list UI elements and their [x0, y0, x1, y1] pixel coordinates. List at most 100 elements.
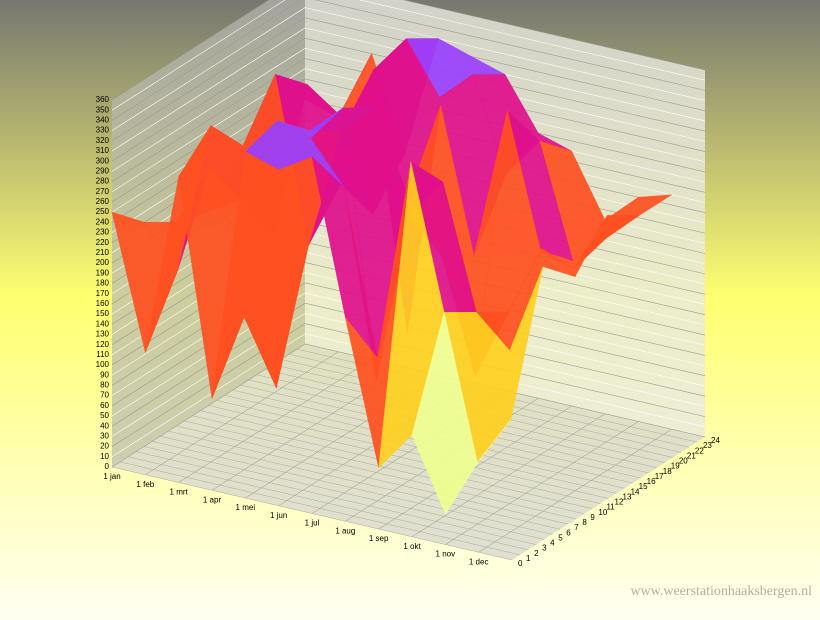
hour-tick-label: 2: [534, 549, 539, 558]
y-tick-label: 40: [100, 421, 109, 430]
y-tick-label: 230: [96, 228, 110, 237]
y-tick-label: 180: [96, 279, 110, 288]
y-tick-label: 50: [100, 411, 109, 420]
y-tick-label: 290: [96, 166, 110, 175]
grid-line: [111, 7, 706, 131]
y-tick-label: 110: [96, 350, 109, 359]
y-tick-label: 200: [96, 258, 110, 267]
hour-tick-label: 14: [631, 487, 640, 496]
hour-tick-label: 24: [711, 436, 720, 445]
grid-line: [111, 272, 706, 396]
hour-tick-label: 16: [647, 477, 656, 486]
y-tick-label: 120: [96, 340, 110, 349]
x-tick-label: 1 jul: [305, 519, 320, 528]
x-tick-label: 1 dec: [469, 557, 489, 566]
grid-line: [111, 292, 706, 417]
hour-tick-label: 7: [574, 523, 579, 532]
hour-tick-label: 12: [615, 498, 624, 507]
grid-line: [111, 48, 706, 172]
x-tick-label: 1 nov: [436, 550, 456, 559]
grid-line: [111, 0, 706, 111]
y-tick-label: 300: [96, 156, 110, 165]
hour-tick-label: 15: [639, 482, 648, 491]
grid-line: [168, 430, 569, 525]
grid-line: [111, 466, 513, 561]
x-tick-label: 1 jun: [270, 511, 287, 520]
grid-line: [111, 333, 706, 458]
x-tick-label: 1 sep: [369, 534, 389, 543]
hour-tick-label: 10: [598, 508, 607, 517]
y-tick-label: 260: [96, 197, 110, 206]
grid-line: [144, 446, 545, 540]
x-tick-label: 1 aug: [335, 526, 355, 535]
grid-line: [111, 17, 706, 142]
grid-line: [111, 78, 706, 203]
hour-tick-label: 18: [663, 467, 672, 476]
grid-line: [200, 410, 601, 504]
x-tick-label: 1 mrt: [170, 488, 189, 497]
hour-tick-label: 11: [606, 503, 615, 512]
hour-tick-label: 21: [687, 451, 696, 460]
y-tick-label: 140: [96, 319, 110, 328]
grid-line: [111, 0, 706, 101]
grid-line: [192, 415, 593, 509]
grid-line: [216, 400, 617, 494]
x-tick-label: 1 mei: [236, 503, 256, 512]
y-tick-label: 270: [96, 187, 110, 196]
grid-line: [152, 441, 553, 535]
hour-tick-label: 22: [695, 446, 704, 455]
grid-line: [160, 436, 561, 530]
hour-tick-label: 19: [671, 462, 680, 471]
y-tick-label: 340: [96, 115, 110, 124]
grid-line: [111, 302, 706, 427]
grid-line: [136, 451, 537, 545]
y-tick-label: 310: [96, 146, 110, 155]
y-tick-label: 170: [96, 289, 110, 298]
y-tick-label: 10: [100, 452, 109, 461]
y-tick-label: 190: [96, 268, 110, 277]
grid-line: [111, 37, 706, 162]
surface-patch: [445, 419, 512, 515]
hour-tick-label: 17: [655, 472, 664, 481]
y-tick-label: 360: [96, 95, 110, 104]
hour-tick-label: 3: [542, 544, 547, 553]
y-tick-label: 60: [100, 401, 109, 410]
hour-tick-label: 4: [550, 539, 555, 548]
y-tick-label: 20: [100, 442, 109, 451]
hour-tick-label: 5: [558, 533, 563, 542]
x-tick-label: 1 feb: [136, 480, 154, 489]
grid-line: [111, 68, 706, 193]
hour-tick-label: 6: [566, 528, 571, 537]
grid-line: [111, 27, 706, 152]
grid-line: [184, 420, 585, 515]
hour-tick-label: 8: [582, 518, 587, 527]
y-tick-label: 280: [96, 177, 110, 186]
y-tick-label: 320: [96, 136, 110, 145]
grid-line: [111, 313, 706, 437]
y-tick-label: 160: [96, 299, 110, 308]
y-tick-label: 30: [100, 432, 109, 441]
watermark: www.weerstationhaaksbergen.nl: [630, 584, 812, 599]
y-tick-label: 90: [100, 370, 109, 379]
grid-line: [111, 282, 706, 407]
hour-tick-label: 0: [518, 559, 523, 568]
x-tick-label: 1 okt: [403, 542, 421, 551]
grid-line: [176, 425, 577, 520]
grid-line: [119, 461, 521, 556]
hour-tick-label: 13: [623, 492, 632, 501]
y-tick-label: 150: [96, 309, 110, 318]
y-tick-label: 80: [100, 381, 109, 390]
hour-tick-label: 1: [526, 554, 531, 563]
y-tick-label: 70: [100, 391, 109, 400]
grid-line: [111, 0, 706, 121]
hour-tick-label: 23: [703, 441, 712, 450]
hour-tick-label: 9: [590, 513, 595, 522]
y-tick-label: 210: [96, 248, 110, 257]
y-tick-label: 350: [96, 105, 110, 114]
x-tick-label: 1 jan: [103, 472, 120, 481]
y-tick-label: 0: [105, 462, 110, 471]
x-tick-label: 1 apr: [203, 495, 222, 504]
hour-tick-label: 20: [679, 457, 688, 466]
grid-line: [111, 58, 706, 182]
